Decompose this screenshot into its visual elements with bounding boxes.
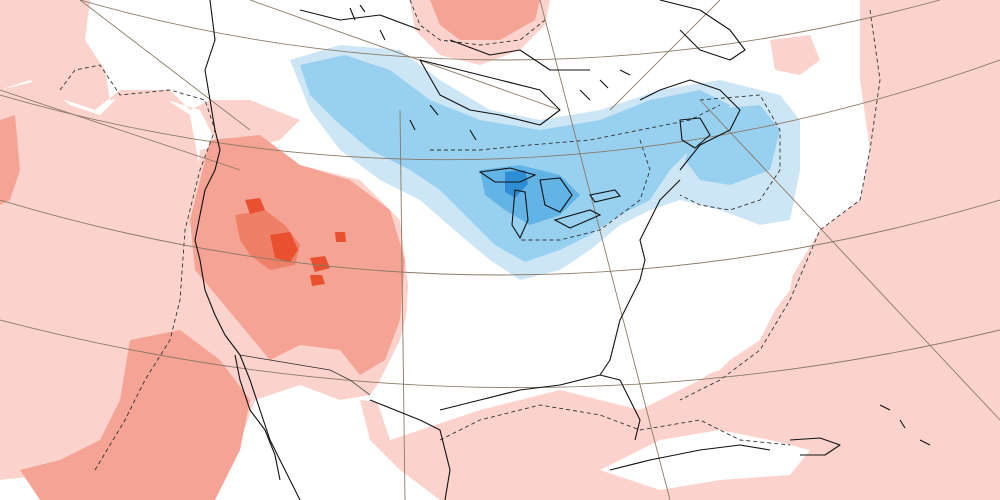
- lake-superior: [478, 167, 537, 183]
- cold-anomaly-hudson-bay: [685, 105, 780, 185]
- longitude-line-4: [609, 0, 721, 111]
- borders: [239, 354, 371, 396]
- coast-gulf-mexico: [369, 399, 451, 500]
- coast-newfoundland: [679, 117, 711, 149]
- coast-cuba: [609, 444, 771, 471]
- island-fragment-2: [409, 104, 477, 141]
- longitude-line-6: [0, 89, 241, 171]
- neutral-area-caribbean: [600, 430, 810, 490]
- border-us-mexico: [239, 354, 371, 396]
- warm-anomaly-gulf-mexico: [360, 0, 1000, 500]
- longitude-line-2: [539, 0, 671, 500]
- contour-arctic: [409, 0, 546, 46]
- warm-extreme-spot-2: [270, 232, 298, 262]
- lake-erie: [553, 209, 602, 229]
- warm-anomaly-nw-atlantic: [770, 35, 820, 75]
- longitude-line-7: [79, 0, 251, 131]
- island-fragment-1: [349, 4, 386, 41]
- latitude-line-3: [0, 319, 1000, 389]
- coast-florida: [599, 179, 681, 376]
- warm-anomaly-arctic: [0, 0, 300, 150]
- coast-hudson-bay: [419, 59, 561, 126]
- contour-east: [679, 9, 881, 401]
- lake-ontario: [589, 189, 621, 203]
- lake-michigan: [511, 189, 529, 240]
- warm-extreme-spot-3: [310, 256, 330, 272]
- coast-hispaniola: [789, 437, 841, 456]
- longitude-line-1: [249, 0, 561, 111]
- longitude-line-5: [699, 99, 1000, 421]
- contour-west: [59, 64, 216, 471]
- coast-gulf-north: [439, 374, 641, 441]
- warm-extreme-spot-1: [245, 198, 265, 214]
- island-fragment-4: [879, 404, 931, 446]
- cold-extreme-superior: [505, 170, 528, 198]
- contour-gulf: [439, 404, 791, 446]
- cold-anomaly-extreme: [505, 170, 528, 198]
- small-features: [349, 4, 931, 446]
- lake-huron: [539, 177, 573, 213]
- warm-medium-mexico: [20, 330, 250, 500]
- latitude-line-1: [0, 59, 1000, 161]
- latitude-line-2: [0, 199, 1000, 276]
- great-lakes: [478, 167, 621, 240]
- warm-medium-pacific-spot: [0, 115, 20, 205]
- coast-baja: [234, 354, 281, 481]
- coast-greenland-south: [659, 0, 746, 61]
- coast-arctic: [299, 9, 590, 71]
- contour-great-lakes: [430, 104, 721, 241]
- longitude-line-3: [399, 109, 406, 500]
- coastlines: [194, 0, 841, 500]
- contour-atlantic: [679, 94, 781, 211]
- warm-anomaly-extreme: [245, 198, 346, 286]
- zero-contours: [59, 0, 881, 471]
- latitude-line-4: [79, 0, 941, 61]
- warm-extreme-spot-5: [310, 275, 325, 286]
- warm-medium-greenland: [430, 0, 540, 40]
- coast-pacific-nw: [194, 0, 301, 500]
- warm-extreme-spot-4: [335, 232, 346, 242]
- island-fragment-3: [579, 69, 631, 101]
- coast-labrador: [639, 79, 741, 171]
